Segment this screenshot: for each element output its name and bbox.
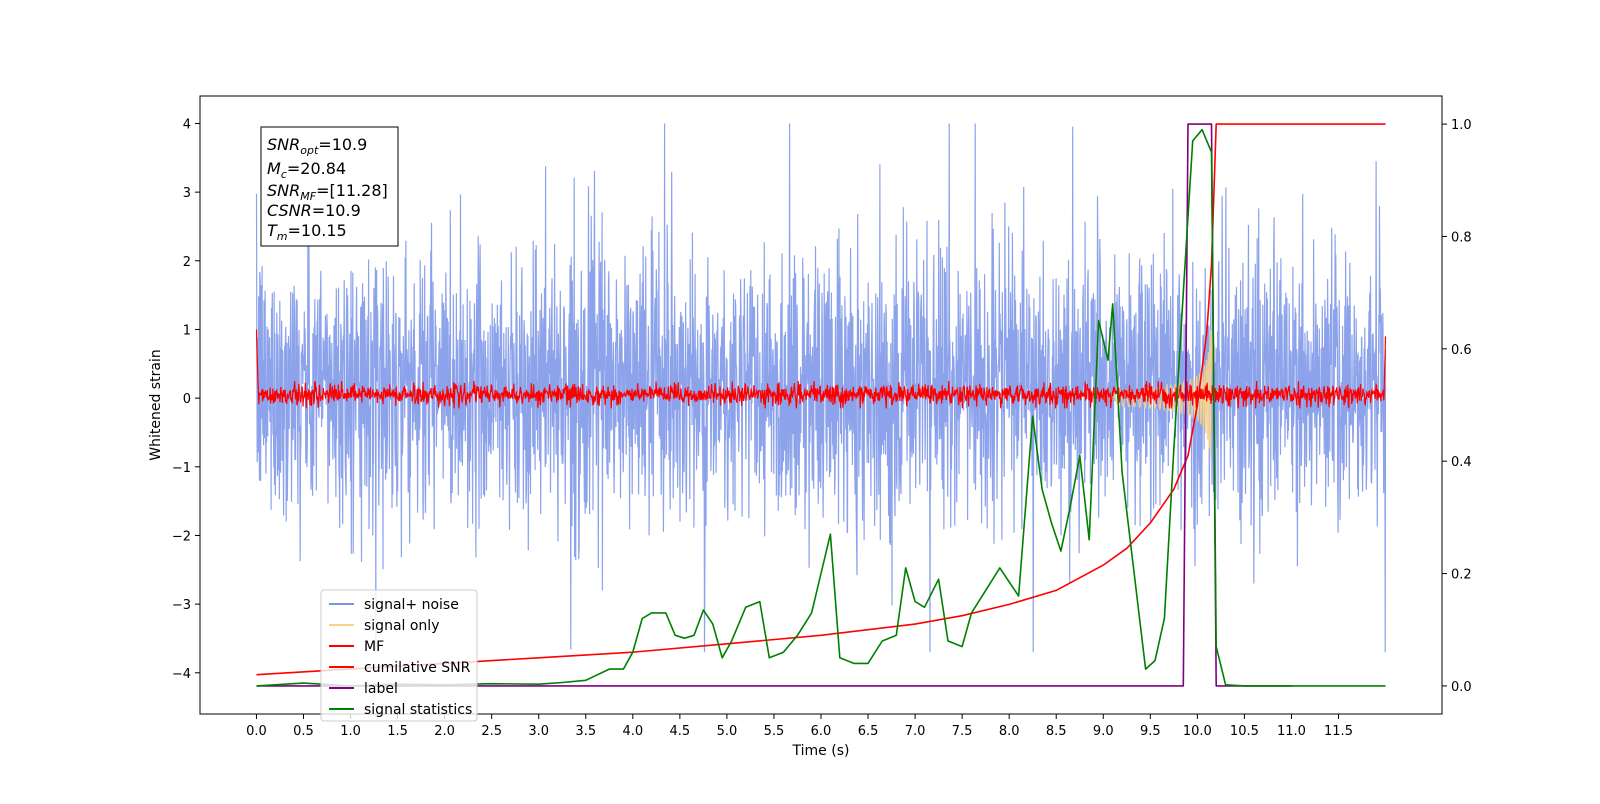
y-tick-label: −4	[172, 667, 191, 682]
y2-tick-label: 0.6	[1451, 343, 1472, 358]
legend-label-cumulative-snr: cumilative SNR	[364, 660, 471, 676]
x-tick-label: 1.0	[340, 724, 361, 739]
y2-tick-label: 0.4	[1451, 455, 1472, 470]
x-tick-label: 7.5	[952, 724, 973, 739]
y2-tick-label: 0.8	[1451, 230, 1472, 245]
y-tick-label: −2	[172, 529, 191, 544]
series-mf	[255, 329, 1387, 410]
annotation-merger-time: Tm=10.15	[267, 221, 347, 243]
x-tick-label: 1.5	[387, 724, 408, 739]
x-tick-label: 0.0	[246, 724, 267, 739]
legend-entry-signal-only: signal only	[329, 618, 439, 634]
legend-label-label: label	[364, 681, 398, 697]
x-tick-label: 4.5	[670, 724, 691, 739]
annotation-snr-opt: SNRopt=10.9	[267, 135, 367, 157]
legend-label-mf: MF	[364, 639, 384, 655]
legend-label-signal-only: signal only	[364, 618, 439, 634]
annotation-csnr: CSNR=10.9	[267, 201, 361, 220]
x-tick-label: 3.0	[528, 724, 549, 739]
x-tick-label: 11.5	[1324, 724, 1353, 739]
x-tick-label: 9.5	[1140, 724, 1161, 739]
x-axis: 0.0 0.5 1.0 1.5 2.0 2.5 3.0 3.5 4.0 4.5 5.0 5.5 6.0 6…	[246, 714, 1353, 739]
x-tick-label: 11.0	[1277, 724, 1306, 739]
x-axis-label: Time (s)	[792, 743, 850, 759]
y-tick-label: 4	[183, 117, 191, 132]
annotation-chirp-mass: Mc=20.84	[267, 159, 346, 181]
legend-entry-label: label	[329, 681, 398, 697]
x-tick-label: 2.5	[481, 724, 502, 739]
annotation-snr-mf: SNRMF=[11.28]	[267, 181, 388, 203]
y-tick-label: 0	[183, 392, 191, 407]
legend-entry-signal-noise: signal+ noise	[329, 597, 459, 613]
x-tick-label: 6.5	[858, 724, 879, 739]
annotation-frame	[260, 126, 399, 247]
x-tick-label: 2.0	[434, 724, 455, 739]
series-signal-statistics	[256, 128, 1386, 687]
legend-entry-mf: MF	[329, 639, 384, 655]
y-tick-label: −3	[172, 598, 191, 613]
legend-label-signal-statistics: signal statistics	[364, 702, 472, 718]
y-axis-left: −4 −3 −2 −1 0 1 2 3 4	[172, 117, 200, 682]
legend: signal+ noise signal only MF cumilative …	[320, 589, 478, 722]
x-tick-label: 10.5	[1230, 724, 1259, 739]
x-tick-label: 8.0	[999, 724, 1020, 739]
y-tick-label: 1	[183, 323, 191, 338]
annotation-box: SNRopt=10.9 Mc=20.84 SNRMF=[11.28] CSNR=…	[260, 126, 399, 247]
x-tick-label: 0.5	[293, 724, 314, 739]
series-cumilative-snr	[256, 123, 1386, 676]
y-axis-label: Whitened strain	[148, 349, 164, 460]
y2-tick-label: 1.0	[1451, 118, 1472, 133]
x-tick-label: 7.0	[905, 724, 926, 739]
y-tick-label: −1	[172, 461, 191, 476]
y-tick-label: 3	[183, 186, 191, 201]
legend-frame	[320, 589, 478, 722]
legend-entry-cumulative-snr: cumilative SNR	[329, 660, 471, 676]
series-label	[256, 123, 1292, 687]
legend-entry-signal-statistics: signal statistics	[329, 702, 472, 718]
data-layer	[255, 123, 1387, 687]
x-tick-label: 3.5	[575, 724, 596, 739]
legend-label-signal-noise: signal+ noise	[364, 597, 459, 613]
y-tick-label: 2	[183, 255, 191, 270]
x-tick-label: 8.5	[1046, 724, 1067, 739]
y-axis-right: 0.0 0.2 0.4 0.6 0.8 1.0	[1442, 118, 1472, 695]
x-tick-label: 10.0	[1183, 724, 1212, 739]
x-tick-label: 5.5	[764, 724, 785, 739]
x-tick-label: 5.0	[717, 724, 738, 739]
x-tick-label: 4.0	[622, 724, 643, 739]
x-tick-label: 9.0	[1093, 724, 1114, 739]
x-tick-label: 6.0	[811, 724, 832, 739]
y2-tick-label: 0.0	[1451, 680, 1472, 695]
y2-tick-label: 0.2	[1451, 568, 1472, 583]
